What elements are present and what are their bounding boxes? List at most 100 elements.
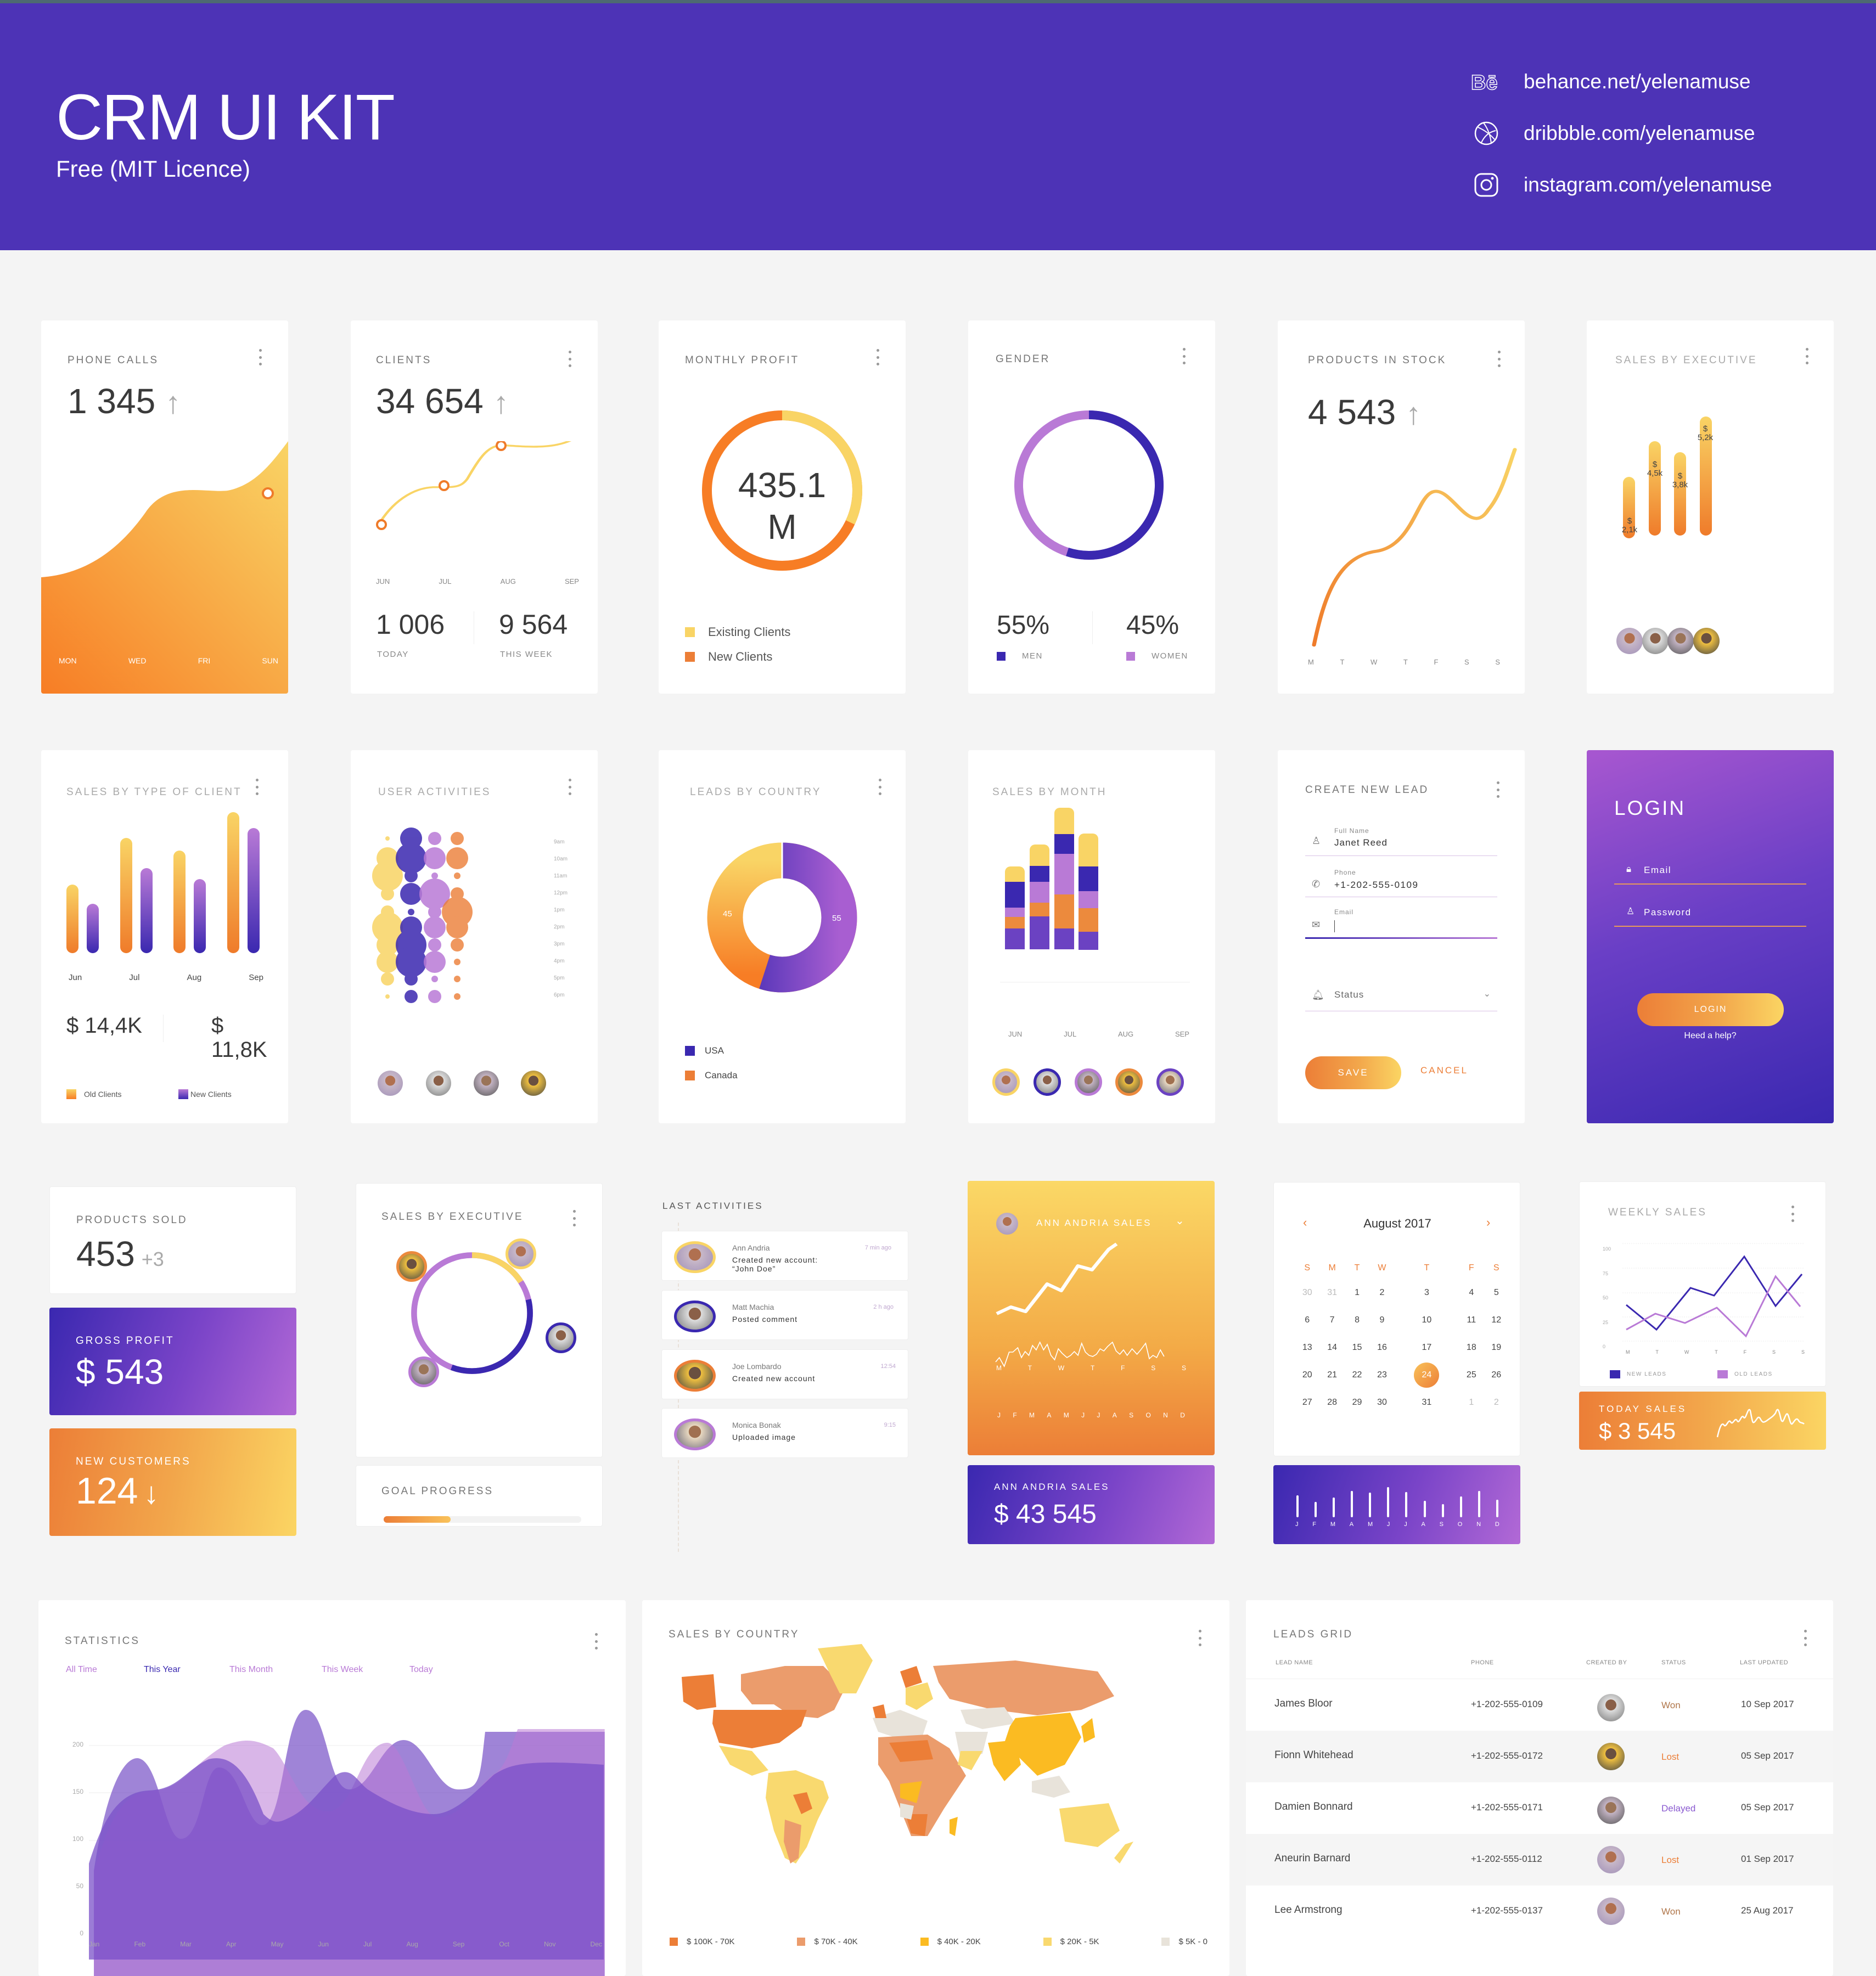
table-row[interactable]: Fionn Whitehead +1-202-555-0172 Lost 05 … bbox=[1246, 1731, 1833, 1782]
tab-all-time[interactable]: All Time bbox=[66, 1665, 97, 1674]
calendar-day[interactable]: 4 bbox=[1469, 1288, 1474, 1297]
calendar-day[interactable]: 23 bbox=[1377, 1370, 1387, 1380]
avatar[interactable] bbox=[1034, 1068, 1061, 1096]
calendar-day[interactable]: 21 bbox=[1327, 1370, 1338, 1380]
calendar-day[interactable]: 18 bbox=[1466, 1343, 1476, 1352]
more-menu-icon[interactable] bbox=[568, 779, 571, 795]
calendar-day[interactable]: 31 bbox=[1422, 1398, 1432, 1407]
tab-this-week[interactable]: This Week bbox=[322, 1665, 363, 1674]
avatar[interactable] bbox=[1075, 1068, 1102, 1096]
calendar-day[interactable]: 19 bbox=[1491, 1343, 1502, 1352]
calendar-day[interactable]: 9 bbox=[1379, 1315, 1385, 1325]
more-menu-icon[interactable] bbox=[255, 779, 259, 795]
avatar[interactable] bbox=[505, 1238, 536, 1269]
avatar[interactable] bbox=[474, 1071, 499, 1096]
avatar[interactable] bbox=[378, 1071, 403, 1096]
calendar-day[interactable]: 14 bbox=[1327, 1343, 1338, 1352]
calendar-day[interactable]: 26 bbox=[1491, 1370, 1502, 1380]
help-link[interactable]: Heed a help? bbox=[1684, 1031, 1737, 1040]
email-field[interactable]: ✉ Email bbox=[1305, 907, 1497, 939]
calendar-day[interactable]: 30 bbox=[1377, 1398, 1387, 1407]
more-menu-icon[interactable] bbox=[594, 1633, 598, 1650]
table-row[interactable]: Damien Bonnard +1-202-555-0171 Delayed 0… bbox=[1246, 1782, 1833, 1834]
instagram-link[interactable]: instagram.com/yelenamuse bbox=[1471, 159, 1772, 211]
full-name-field[interactable]: ♙ Full Name Janet Reed bbox=[1305, 824, 1497, 856]
avatar[interactable] bbox=[1156, 1068, 1184, 1096]
table-row[interactable]: Lee Armstrong +1-202-555-0137 Won 25 Aug… bbox=[1246, 1885, 1833, 1937]
calendar-day[interactable]: 29 bbox=[1352, 1398, 1362, 1407]
calendar-day[interactable]: 25 bbox=[1466, 1370, 1476, 1380]
calendar-day[interactable]: 5 bbox=[1493, 1288, 1499, 1297]
table-row[interactable]: Aneurin Barnard +1-202-555-0112 Lost 01 … bbox=[1246, 1834, 1833, 1885]
tab-this-month[interactable]: This Month bbox=[229, 1665, 273, 1674]
behance-link[interactable]: Bē behance.net/yelenamuse bbox=[1471, 56, 1772, 108]
calendar-day[interactable]: 8 bbox=[1355, 1315, 1360, 1325]
calendar-day[interactable]: 3 bbox=[1424, 1288, 1429, 1297]
avatar[interactable] bbox=[426, 1071, 451, 1096]
avatar[interactable] bbox=[408, 1356, 439, 1387]
next-month-icon[interactable]: › bbox=[1486, 1215, 1491, 1229]
calendar-day[interactable]: 22 bbox=[1352, 1370, 1362, 1380]
calendar-day[interactable]: 28 bbox=[1327, 1398, 1338, 1407]
legend-item: $ 40K - 20K bbox=[920, 1937, 981, 1946]
more-menu-icon[interactable] bbox=[1791, 1206, 1794, 1222]
avatar[interactable] bbox=[992, 1068, 1020, 1096]
chevron-down-icon[interactable]: ⌄ bbox=[1175, 1215, 1184, 1227]
status-select[interactable]: 🔔︎ Status ⌄ bbox=[1305, 989, 1497, 1011]
activity-item[interactable]: Joe Lombardo Created new account 12:54 bbox=[661, 1349, 908, 1399]
login-password-field[interactable]: ♙ Password bbox=[1614, 905, 1806, 927]
more-menu-icon[interactable] bbox=[1496, 781, 1499, 798]
phone-field[interactable]: ✆ Phone +1-202-555-0109 bbox=[1305, 866, 1497, 897]
dribbble-link[interactable]: dribbble.com/yelenamuse bbox=[1471, 108, 1772, 159]
more-menu-icon[interactable] bbox=[878, 779, 881, 795]
save-button[interactable]: SAVE bbox=[1305, 1056, 1401, 1089]
more-menu-icon[interactable] bbox=[1805, 348, 1808, 364]
more-menu-icon[interactable] bbox=[1182, 348, 1186, 364]
calendar-day[interactable]: 2 bbox=[1493, 1398, 1499, 1407]
activity-item[interactable]: Monica Bonak Uploaded image 9:15 bbox=[661, 1408, 908, 1458]
activity-item[interactable]: Matt Machia Posted comment 2 h ago bbox=[661, 1290, 908, 1340]
avatar[interactable] bbox=[396, 1251, 427, 1282]
tab-today[interactable]: Today bbox=[409, 1665, 433, 1674]
calendar-day[interactable]: 30 bbox=[1302, 1288, 1312, 1297]
calendar-day[interactable]: 6 bbox=[1305, 1315, 1310, 1325]
calendar-day[interactable]: 13 bbox=[1302, 1343, 1312, 1352]
calendar-day[interactable]: 10 bbox=[1422, 1315, 1432, 1325]
avatar[interactable] bbox=[546, 1322, 576, 1353]
avatar[interactable] bbox=[1693, 628, 1720, 654]
calendar-day[interactable]: 1 bbox=[1469, 1398, 1474, 1407]
login-button[interactable]: LOGIN bbox=[1637, 993, 1784, 1026]
activity-item[interactable]: Ann Andria Created new account: “John Do… bbox=[661, 1231, 908, 1281]
calendar-day[interactable]: 11 bbox=[1467, 1315, 1476, 1325]
calendar-day[interactable]: 20 bbox=[1302, 1370, 1312, 1380]
more-menu-icon[interactable] bbox=[876, 349, 879, 365]
calendar-day[interactable]: 15 bbox=[1352, 1343, 1362, 1352]
gross-profit-value: $ 543 bbox=[76, 1352, 164, 1392]
avatar[interactable] bbox=[1667, 628, 1694, 654]
calendar-day[interactable]: 7 bbox=[1329, 1315, 1335, 1325]
calendar-day[interactable]: 2 bbox=[1379, 1288, 1385, 1297]
tab-this-year[interactable]: This Year bbox=[144, 1665, 181, 1674]
more-menu-icon[interactable] bbox=[1497, 351, 1501, 367]
previous-month-icon[interactable]: ‹ bbox=[1303, 1215, 1307, 1229]
calendar-day[interactable]: 1 bbox=[1355, 1288, 1360, 1297]
calendar-day-selected[interactable]: 24 bbox=[1395, 1361, 1459, 1389]
calendar-day[interactable]: 31 bbox=[1327, 1288, 1338, 1297]
more-menu-icon[interactable] bbox=[572, 1210, 576, 1226]
calendar-day[interactable]: 17 bbox=[1422, 1343, 1432, 1352]
avatar[interactable] bbox=[521, 1071, 546, 1096]
women-percent: 45% bbox=[1126, 611, 1179, 640]
more-menu-icon[interactable] bbox=[568, 351, 571, 367]
cancel-button[interactable]: CANCEL bbox=[1420, 1065, 1468, 1076]
login-email-field[interactable]: 🔒︎ Email bbox=[1614, 863, 1806, 885]
more-menu-icon[interactable] bbox=[1198, 1630, 1201, 1646]
table-row[interactable]: James Bloor +1-202-555-0109 Won 10 Sep 2… bbox=[1246, 1679, 1833, 1731]
calendar-day[interactable]: 16 bbox=[1377, 1343, 1387, 1352]
avatar[interactable] bbox=[1642, 628, 1669, 654]
avatar[interactable] bbox=[1616, 628, 1643, 654]
avatar[interactable] bbox=[1115, 1068, 1143, 1096]
more-menu-icon[interactable] bbox=[1804, 1630, 1807, 1646]
calendar-day[interactable]: 12 bbox=[1491, 1315, 1502, 1325]
calendar-day[interactable]: 27 bbox=[1302, 1398, 1312, 1407]
more-menu-icon[interactable] bbox=[259, 349, 262, 365]
